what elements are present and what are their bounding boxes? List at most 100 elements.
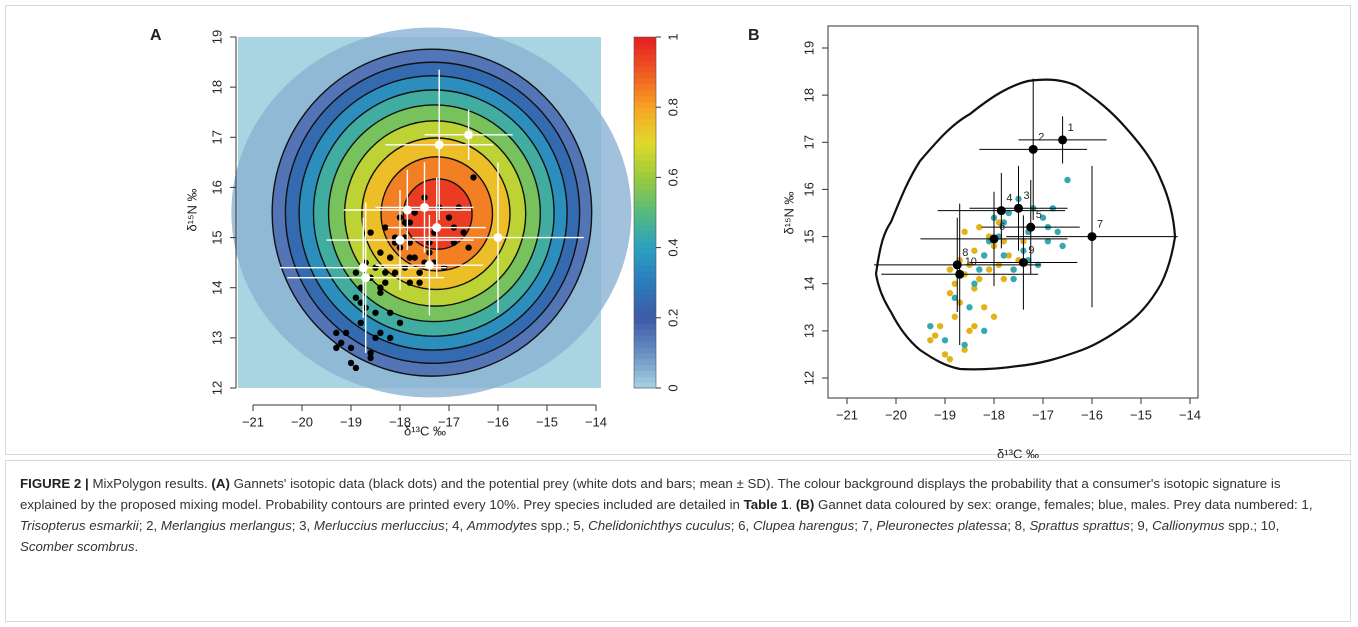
caption-text: Gannets' isotopic data (black dots) and …: [20, 476, 1281, 512]
caption-text: ; 9,: [1129, 518, 1153, 533]
gannet-point: [961, 341, 968, 349]
figure: A B δ¹³C ‰ δ¹⁵N ‰ δ¹³C ‰ δ¹⁵N ‰ −21 −20 −1…: [150, 25, 1201, 458]
x-tick-label: −21: [242, 414, 264, 429]
colorbar-frame: [633, 36, 657, 389]
prey-label: 5: [1036, 209, 1042, 221]
prey-point: [434, 140, 444, 150]
gannet-point: [391, 269, 399, 276]
x-tick-label: −16: [487, 414, 509, 429]
prey-point: [420, 202, 429, 212]
gannet-point: [367, 349, 374, 357]
colorbar-cell: [634, 311, 656, 319]
caption-text: ; 3,: [291, 518, 314, 533]
caption-text: Sprattus sprattus: [1029, 518, 1130, 533]
gannet-point: [352, 269, 360, 276]
prey-label: 3: [1024, 190, 1030, 202]
y-tick-label: 19: [801, 41, 816, 55]
y-tick-label: 14: [209, 280, 224, 294]
gannet-point: [971, 247, 978, 254]
gannet-point: [1064, 176, 1071, 184]
gannet-point: [1054, 228, 1061, 236]
x-tick-label: −21: [836, 407, 858, 422]
caption-text: Callionymus: [1152, 518, 1225, 533]
caption-text: ; 7,: [854, 518, 877, 533]
prey-point: [464, 130, 474, 140]
colorbar-tick-label: 1: [665, 33, 680, 40]
prey-point: [493, 233, 503, 243]
gannet-point: [357, 299, 364, 306]
gannet-point: [1005, 209, 1012, 217]
colorbar-cell: [634, 66, 656, 73]
x-tick-label: −16: [1081, 407, 1103, 422]
gannet-point: [941, 351, 949, 358]
x-tick-label: −20: [885, 407, 907, 422]
caption-text: Table 1: [743, 497, 789, 512]
x-tick-label: −19: [934, 407, 956, 422]
caption-text: Pleuronectes platessa: [876, 518, 1008, 533]
colorbar-tick-label: 0.6: [665, 168, 680, 186]
gannet-point: [338, 339, 345, 347]
prey-point: [1026, 222, 1036, 232]
caption-text: ; 4,: [444, 518, 467, 533]
x-tick-label: −15: [1130, 407, 1152, 422]
gannet-point: [347, 344, 355, 352]
colorbar-tick-label: 0.8: [665, 98, 680, 116]
prey-point: [1018, 258, 1028, 267]
gannet-point: [1005, 252, 1012, 259]
colorbar-cell: [634, 189, 656, 196]
colorbar-cell: [634, 194, 656, 202]
caption-text: (B): [795, 497, 815, 512]
x-tick-label: −17: [1032, 407, 1054, 422]
y-tick-label: 17: [801, 135, 816, 149]
caption-text: Ammodytes: [466, 518, 538, 533]
gannet-point: [1010, 266, 1017, 273]
colorbar-cell: [634, 206, 656, 213]
gannet-point: [946, 355, 954, 363]
prey-point: [402, 205, 412, 215]
colorbar-cell: [634, 358, 656, 366]
y-tick-label: 18: [801, 88, 816, 102]
x-tick-label: −15: [536, 414, 558, 429]
colorbar-cell: [634, 212, 656, 219]
prey-point: [361, 273, 371, 283]
gannet-point: [981, 252, 988, 259]
colorbar-cell: [634, 282, 656, 290]
colorbar-cell: [634, 218, 656, 225]
gannet-point: [377, 289, 384, 296]
caption-text: spp.; 10,: [1224, 518, 1280, 533]
x-tick-label: −19: [340, 414, 362, 429]
panel-b-frame: [827, 25, 1199, 399]
gannet-point: [1010, 275, 1017, 283]
gannet-point: [367, 229, 374, 236]
y-tick-label: 12: [801, 371, 816, 385]
caption-text: Chelidonichthys cuculus: [588, 518, 731, 533]
gannet-point: [1000, 275, 1007, 283]
prey-point: [955, 269, 965, 279]
y-tick-label: 19: [209, 30, 224, 44]
gannet-point: [387, 334, 394, 342]
colorbar-cell: [634, 171, 656, 178]
colorbar-cell: [634, 317, 656, 325]
colorbar-cell: [634, 113, 656, 120]
prey-label: 8: [962, 247, 968, 259]
gannet-point: [971, 280, 978, 287]
gannet-point: [377, 284, 384, 291]
y-tick-label: 14: [801, 276, 816, 290]
gannet-point: [411, 254, 418, 261]
colorbar-cell: [634, 300, 656, 307]
gannet-point: [470, 174, 477, 181]
colorbar-cell: [634, 118, 656, 126]
gannet-point: [927, 322, 934, 330]
gannet-point: [377, 249, 384, 256]
gannet-point: [966, 304, 973, 311]
gannet-point: [372, 334, 379, 342]
colorbar-tick-label: 0: [665, 384, 680, 391]
caption-text: ; 6,: [730, 518, 753, 533]
gannet-point: [333, 329, 340, 337]
gannet-point: [976, 266, 983, 273]
x-tick-label: −18: [389, 414, 411, 429]
gannet-point: [377, 329, 384, 337]
colorbar-cell: [634, 224, 656, 231]
gannet-point: [406, 219, 413, 226]
gannet-point: [372, 309, 379, 316]
